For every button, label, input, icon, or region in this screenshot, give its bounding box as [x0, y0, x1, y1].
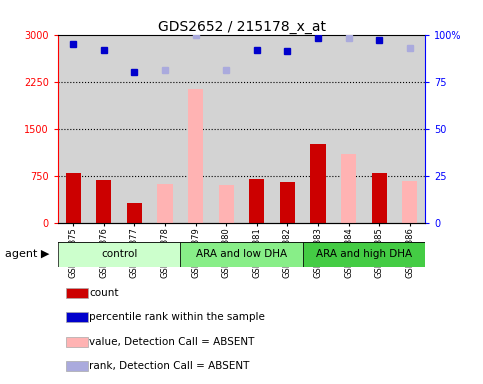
Bar: [402, 181, 417, 223]
Bar: [371, 172, 387, 223]
Bar: [67, 361, 87, 371]
Text: rank, Detection Call = ABSENT: rank, Detection Call = ABSENT: [89, 361, 250, 371]
Title: GDS2652 / 215178_x_at: GDS2652 / 215178_x_at: [157, 20, 326, 33]
Text: agent ▶: agent ▶: [5, 249, 49, 260]
Bar: [219, 185, 234, 223]
Bar: [180, 242, 303, 267]
Bar: [58, 242, 180, 267]
Text: control: control: [101, 249, 137, 260]
Text: percentile rank within the sample: percentile rank within the sample: [89, 312, 265, 322]
Bar: [127, 203, 142, 223]
Text: value, Detection Call = ABSENT: value, Detection Call = ABSENT: [89, 337, 255, 347]
Bar: [67, 288, 87, 298]
Bar: [341, 154, 356, 223]
Bar: [280, 182, 295, 223]
Text: ARA and high DHA: ARA and high DHA: [316, 249, 412, 260]
Bar: [67, 312, 87, 322]
Bar: [96, 180, 112, 223]
Bar: [249, 179, 265, 223]
Text: count: count: [89, 288, 119, 298]
Bar: [311, 144, 326, 223]
Bar: [303, 242, 425, 267]
Bar: [157, 184, 173, 223]
Bar: [66, 172, 81, 223]
Bar: [67, 337, 87, 347]
Text: ARA and low DHA: ARA and low DHA: [196, 249, 287, 260]
Bar: [188, 89, 203, 223]
